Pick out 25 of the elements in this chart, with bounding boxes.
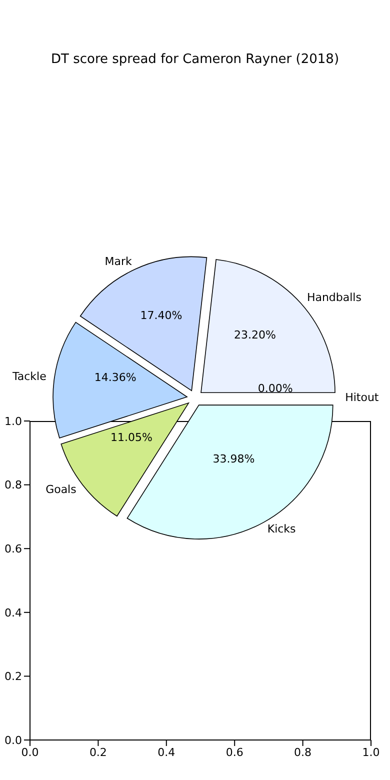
y-tick-label: 1.0 <box>4 414 22 428</box>
data-label: 17.40% <box>140 309 182 322</box>
slice-label: Handballs <box>306 291 362 304</box>
x-tick-label: 0.4 <box>158 746 176 759</box>
x-tick-label: 0.6 <box>226 746 244 759</box>
slice-label: Mark <box>104 254 133 268</box>
y-tick-label: 0.2 <box>4 670 22 684</box>
slice-label: Goals <box>46 482 77 496</box>
chart-title: DT score spread for Cameron Rayner (2018) <box>50 52 340 67</box>
y-tick-label: 0.8 <box>4 478 22 492</box>
text: 0.00% <box>258 382 293 396</box>
data-label: 14.36% <box>94 370 136 384</box>
slice-label: Kicks <box>267 522 296 536</box>
x-tick-label: 0.2 <box>89 746 107 759</box>
x-tick-label: 0.0 <box>21 746 39 759</box>
data-label: 23.20% <box>234 328 276 342</box>
y-tick-label: 0.6 <box>4 542 22 556</box>
x-tick-label: 0.8 <box>294 746 312 759</box>
y-tick-label: 0.0 <box>4 734 22 747</box>
x-tick-label: 1.0 <box>362 746 380 759</box>
slice-label: Tackle <box>11 370 47 384</box>
category-label: Hitout <box>345 391 379 404</box>
data-label: 11.05% <box>110 431 152 444</box>
data-label: 33.98% <box>212 452 255 466</box>
y-tick-label: 0.4 <box>4 606 22 620</box>
